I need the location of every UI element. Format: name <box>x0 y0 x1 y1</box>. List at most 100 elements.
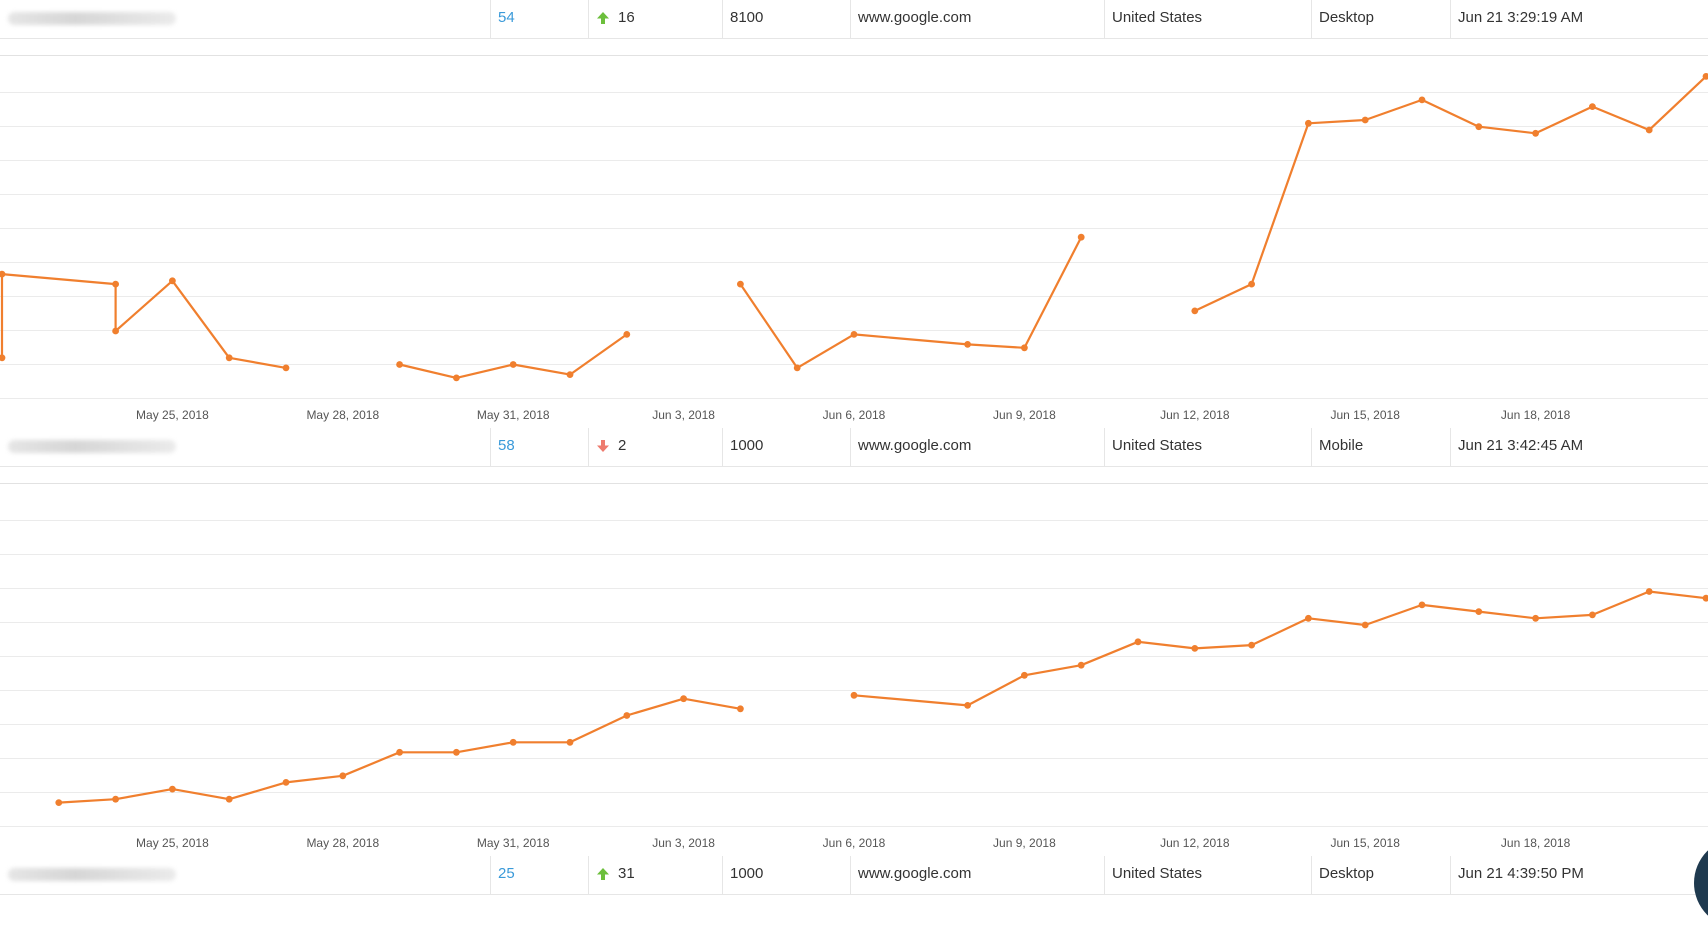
rank-value[interactable]: 25 <box>498 865 515 882</box>
country: United States <box>1112 437 1203 454</box>
data-point <box>225 795 233 803</box>
data-point <box>623 331 631 338</box>
country: United States <box>1112 9 1203 26</box>
data-point <box>1077 233 1085 241</box>
keyword-cell[interactable] <box>0 856 490 894</box>
data-point <box>964 702 971 709</box>
data-point <box>1532 614 1539 622</box>
country-cell: United States <box>1104 0 1311 38</box>
arrow-up-icon <box>596 11 610 25</box>
rank-history-chart: May 25, 2018 May 28, 2018 May 31, 2018 Jun … <box>0 55 1708 453</box>
rank-history-chart-svg: May 25, 2018 May 28, 2018 May 31, 2018 Jun … <box>0 520 1708 850</box>
x-tick-label: Jun 3, 2018 <box>652 408 715 422</box>
keyword-row[interactable]: 54 16 8100 www.google.com United States … <box>0 0 1708 39</box>
data-point <box>1191 645 1199 652</box>
rank-cell[interactable]: 25 <box>490 856 588 894</box>
change-value: 16 <box>618 9 635 26</box>
data-point <box>112 327 119 335</box>
arrow-up-icon <box>596 867 610 881</box>
data-point <box>1248 280 1255 288</box>
x-tick-label: Jun 12, 2018 <box>1160 836 1230 850</box>
data-point <box>737 705 744 713</box>
search-engine-cell: www.google.com <box>850 856 1104 894</box>
device-cell: Desktop <box>1311 856 1450 894</box>
search-volume-cell: 8100 <box>722 0 850 38</box>
x-tick-label: Jun 15, 2018 <box>1330 836 1400 850</box>
x-tick-label: Jun 6, 2018 <box>823 408 886 422</box>
search-engine: www.google.com <box>858 9 972 26</box>
country-cell: United States <box>1104 428 1311 466</box>
data-point <box>1021 344 1028 352</box>
data-point <box>1134 638 1142 646</box>
keyword-text[interactable] <box>8 439 176 453</box>
data-point <box>1305 119 1312 127</box>
x-tick-label: May 25, 2018 <box>136 836 209 850</box>
change-cell: 31 <box>588 856 722 894</box>
x-tick-label: Jun 3, 2018 <box>652 836 715 850</box>
rank-history-chart-svg: May 25, 2018 May 28, 2018 May 31, 2018 Jun … <box>0 73 1708 422</box>
keyword-cell[interactable] <box>0 0 490 38</box>
search-volume: 1000 <box>730 865 764 882</box>
country: United States <box>1112 865 1203 882</box>
x-tick-label: May 31, 2018 <box>477 408 550 422</box>
change-value: 2 <box>618 437 627 454</box>
change-cell: 2 <box>588 428 722 466</box>
data-point <box>169 785 176 793</box>
x-tick-label: Jun 12, 2018 <box>1160 408 1230 422</box>
data-point <box>0 354 6 362</box>
change-cell: 16 <box>588 0 722 38</box>
keyword-text[interactable] <box>8 867 176 881</box>
series-line <box>1193 75 1708 312</box>
data-point <box>169 277 176 285</box>
keyword-row[interactable]: 25 31 1000 www.google.com United States … <box>0 856 1708 895</box>
updated-timestamp: Jun 21 4:39:50 PM <box>1458 865 1584 882</box>
data-point <box>1418 601 1426 609</box>
data-point <box>225 354 233 362</box>
data-point <box>850 331 858 338</box>
updated-cell: Jun 21 3:42:45 AM <box>1450 428 1708 466</box>
data-point <box>453 374 460 382</box>
data-point <box>282 779 290 786</box>
updated-cell: Jun 21 4:39:50 PM <box>1450 856 1708 894</box>
data-point <box>509 738 517 746</box>
rank-value[interactable]: 54 <box>498 9 515 26</box>
data-point <box>1475 123 1483 131</box>
x-tick-label: Jun 15, 2018 <box>1330 408 1400 422</box>
search-volume: 1000 <box>730 437 764 454</box>
device: Desktop <box>1319 865 1375 882</box>
series-line <box>739 236 1083 369</box>
data-point <box>112 280 119 288</box>
data-point <box>1361 116 1369 124</box>
rank-cell[interactable]: 54 <box>490 0 588 38</box>
updated-cell: Jun 21 3:29:19 AM <box>1450 0 1708 38</box>
rank-value[interactable]: 58 <box>498 437 515 454</box>
arrow-down-icon <box>596 439 610 453</box>
data-point <box>509 361 517 368</box>
data-point <box>1418 96 1426 104</box>
data-point <box>0 270 6 278</box>
x-tick-label: May 28, 2018 <box>306 408 379 422</box>
rank-cell[interactable]: 58 <box>490 428 588 466</box>
rank-history-chart: May 25, 2018 May 28, 2018 May 31, 2018 Jun … <box>0 483 1708 881</box>
device: Mobile <box>1319 437 1364 454</box>
data-point <box>566 371 574 378</box>
search-engine-cell: www.google.com <box>850 428 1104 466</box>
data-point <box>1532 129 1539 137</box>
x-tick-label: Jun 9, 2018 <box>993 836 1056 850</box>
data-point <box>1305 614 1312 622</box>
keyword-row[interactable]: 58 2 1000 www.google.com United States M… <box>0 428 1708 467</box>
keyword-cell[interactable] <box>0 428 490 466</box>
keyword-text[interactable] <box>8 11 176 25</box>
data-point <box>850 691 858 699</box>
data-point <box>396 748 403 756</box>
data-point <box>1077 661 1085 669</box>
data-point <box>112 795 119 803</box>
data-point <box>282 364 290 372</box>
data-point <box>964 341 971 348</box>
data-point <box>566 738 574 746</box>
series-line <box>852 590 1708 707</box>
data-point <box>1248 641 1255 649</box>
x-tick-label: Jun 18, 2018 <box>1501 408 1571 422</box>
data-point <box>623 712 631 719</box>
change-value: 31 <box>618 865 635 882</box>
